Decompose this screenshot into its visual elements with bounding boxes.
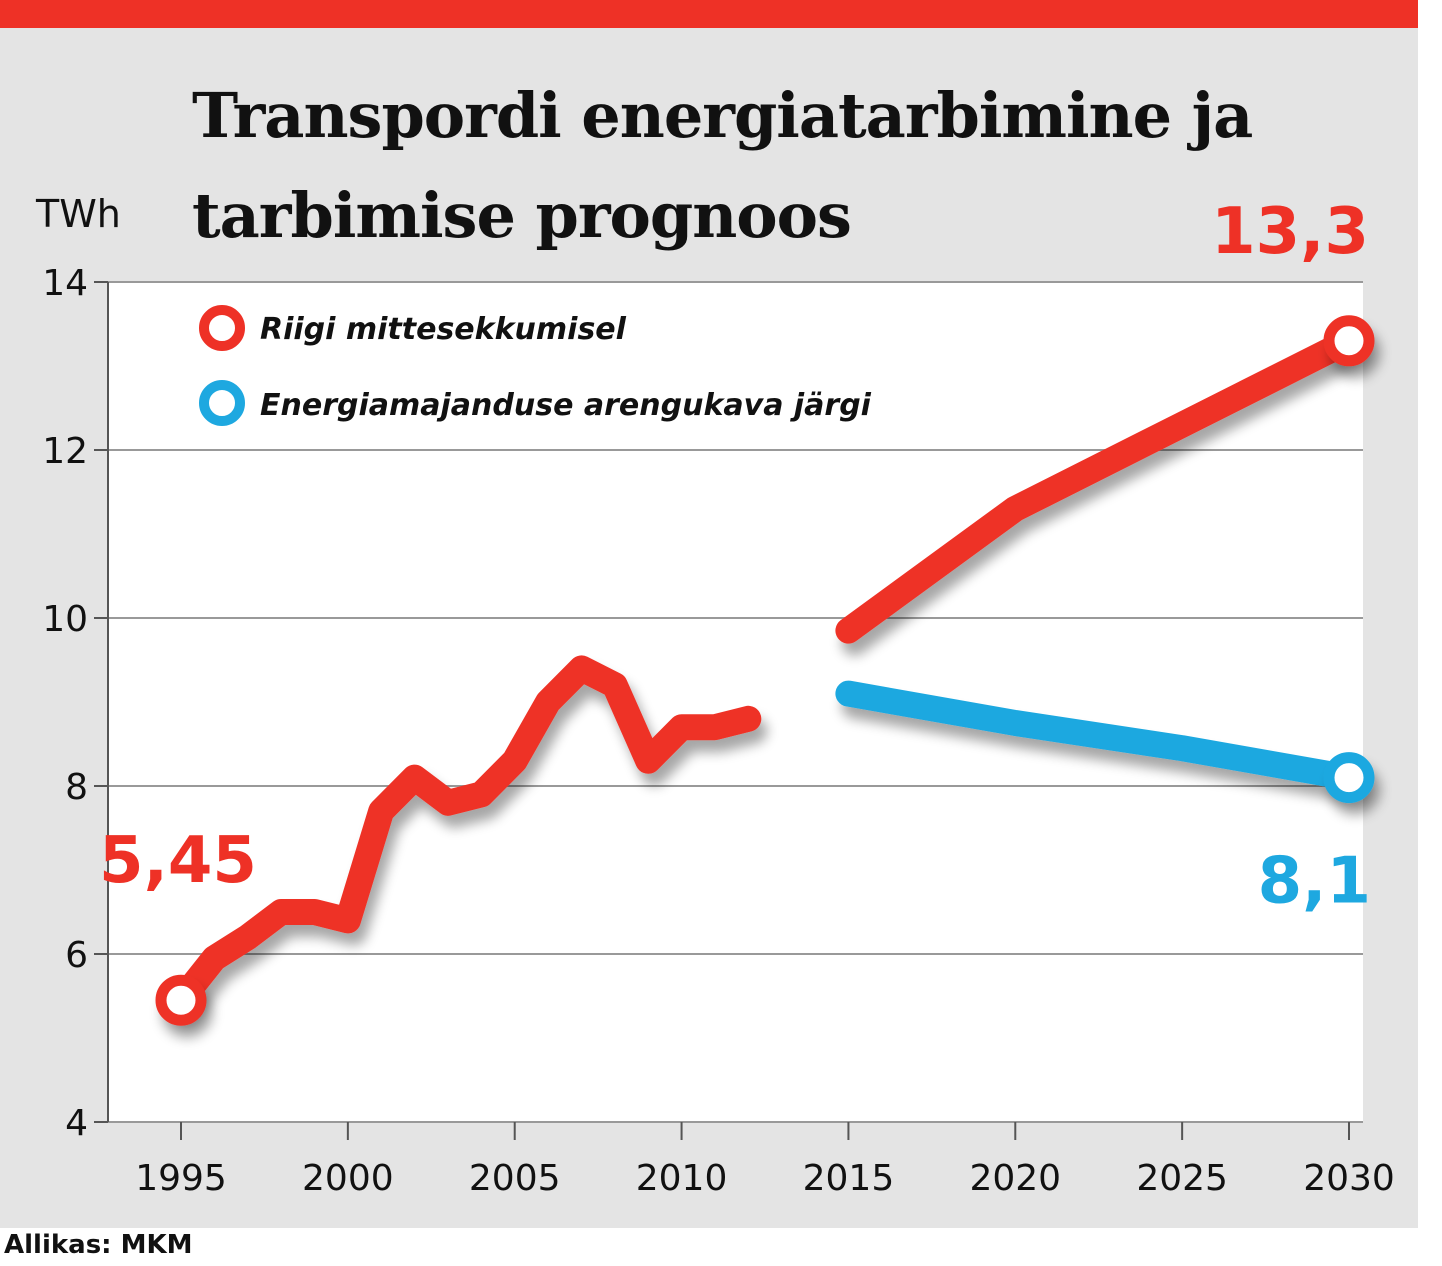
x-tick-label-2025: 2025 bbox=[1136, 1158, 1228, 1199]
plot-area bbox=[108, 282, 1363, 1122]
x-tick-label-2015: 2015 bbox=[803, 1158, 895, 1199]
legend-label-2: Energiamajanduse arengukava järgi bbox=[260, 388, 872, 423]
end-markers bbox=[155, 315, 1375, 1026]
y-axis-unit-label: TWh bbox=[36, 192, 121, 236]
y-tick-label-10: 10 bbox=[42, 599, 88, 640]
x-tick-label-2010: 2010 bbox=[636, 1158, 728, 1199]
x-tick-label-2030: 2030 bbox=[1303, 1158, 1395, 1199]
chart-title-line-1: Transpordi energiatarbimine ja bbox=[192, 79, 1253, 152]
series-line-2 bbox=[835, 327, 1362, 644]
y-tick-label-8: 8 bbox=[65, 767, 88, 808]
point-marker-2 bbox=[1323, 315, 1375, 367]
x-tick-label-2000: 2000 bbox=[302, 1158, 394, 1199]
value-callout-1: 5,45 bbox=[99, 824, 257, 898]
y-tick-label-14: 14 bbox=[42, 263, 88, 304]
y-tick-label-4: 4 bbox=[65, 1103, 88, 1144]
y-tick-label-6: 6 bbox=[65, 935, 88, 976]
x-tick-label-2020: 2020 bbox=[969, 1158, 1061, 1199]
chart-title: Transpordi energiatarbimine ja tarbimise… bbox=[192, 66, 1253, 266]
x-tick-label-2005: 2005 bbox=[469, 1158, 561, 1199]
legend: Riigi mittesekkumisel Energiamajanduse ar… bbox=[199, 305, 872, 426]
top-accent-bar bbox=[0, 0, 1418, 28]
series-line-1 bbox=[168, 655, 762, 1014]
source-note: Allikas: MKM bbox=[4, 1230, 193, 1260]
legend-label-1: Riigi mittesekkumisel bbox=[260, 312, 627, 347]
axes: 4 6 8 10 12 14 1995 2000 2005 2010 2015 2020 2025 203… bbox=[42, 263, 1395, 1199]
chart-title-line-2: tarbimise prognoos bbox=[192, 179, 852, 252]
point-marker-3 bbox=[1323, 752, 1375, 804]
legend-marker-2 bbox=[199, 380, 245, 426]
x-tick-label-1995: 1995 bbox=[135, 1158, 227, 1199]
series-lines bbox=[168, 327, 1362, 1014]
y-tick-label-12: 12 bbox=[42, 431, 88, 472]
series-line-3 bbox=[835, 680, 1362, 791]
point-marker-1 bbox=[155, 974, 207, 1026]
legend-marker-1 bbox=[199, 305, 245, 351]
value-callout-2: 13,3 bbox=[1211, 195, 1369, 269]
line-chart: 4 6 8 10 12 14 1995 2000 2005 2010 2015 2020 2025 203… bbox=[42, 195, 1395, 1199]
value-callout-3: 8,1 bbox=[1258, 845, 1371, 919]
value-callouts: 5,45 13,3 8,1 bbox=[99, 195, 1371, 919]
